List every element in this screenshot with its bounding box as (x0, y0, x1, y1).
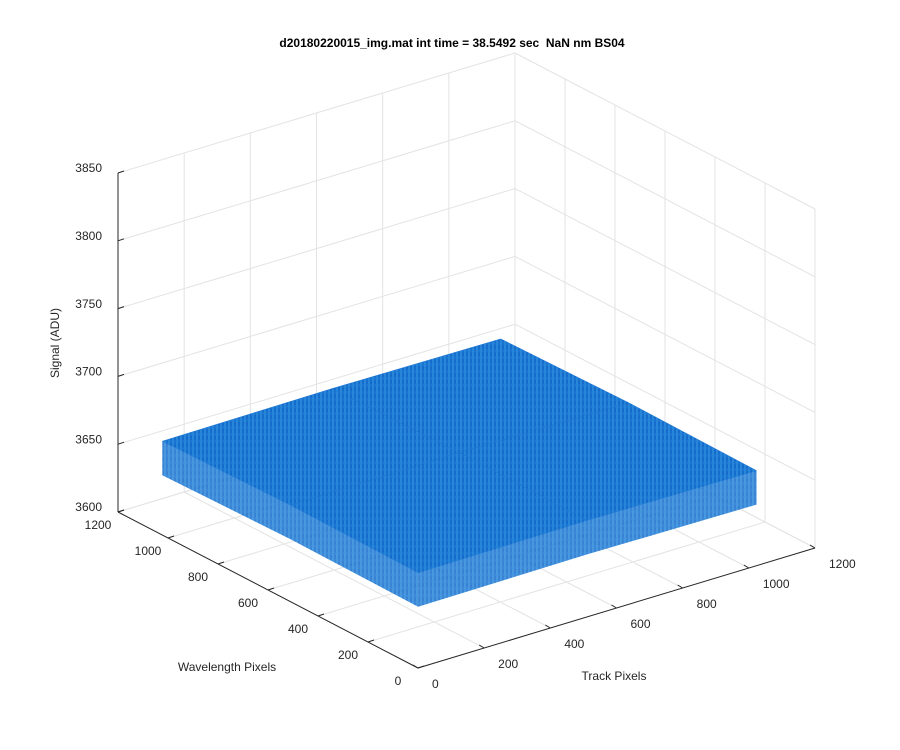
z-tick (117, 306, 125, 310)
y-tick-label: 1000 (135, 544, 162, 558)
y-tick-label: 200 (338, 648, 358, 662)
z-tick-label: 3600 (75, 500, 102, 514)
grid-line (117, 323, 516, 445)
x-tick-label: 200 (498, 657, 518, 671)
x-tick-label: 1200 (829, 557, 856, 571)
y-tick (217, 561, 225, 565)
z-tick-label: 3800 (75, 229, 102, 243)
x-tick-label: 400 (564, 637, 584, 651)
y-tick (367, 639, 375, 643)
grid-line (117, 52, 516, 174)
x-tick (545, 624, 551, 629)
z-tick (117, 238, 125, 242)
z-tick (117, 170, 125, 174)
grid-line (367, 521, 766, 643)
y-tick (317, 613, 325, 617)
x-tick (677, 584, 683, 589)
y-tick-label: 400 (288, 622, 308, 636)
y-tick-label: 1200 (85, 518, 112, 532)
y-tick-label: 800 (188, 570, 208, 584)
z-tick (117, 373, 125, 377)
y-tick (417, 665, 425, 669)
chart-title: d20180220015_img.mat int time = 38.5492 … (279, 36, 625, 50)
z-tick-label: 3650 (75, 432, 102, 446)
surface-edge (162, 441, 419, 607)
x-tick (412, 664, 419, 669)
y-tick (167, 535, 175, 539)
z-tick (117, 441, 125, 445)
y-tick-label: 0 (395, 674, 402, 688)
z-tick-label: 3750 (75, 297, 102, 311)
grid-line (117, 255, 516, 377)
grid-line (117, 120, 516, 242)
grid-line (514, 120, 816, 278)
z-tick-label: 3850 (75, 161, 102, 175)
grid-line (514, 52, 816, 210)
x-tick (478, 644, 485, 649)
grid-line (514, 323, 816, 481)
grid-line (117, 188, 516, 310)
y-tick (117, 509, 125, 513)
z-axis-label: Signal (ADU) (48, 308, 62, 378)
axis-layer: 3600 3650 3700 3750 3800 3850 0 200 400 600 800 100… (75, 161, 856, 691)
surface-layer (161, 338, 758, 607)
y-tick-label: 600 (238, 596, 258, 610)
z-tick-label: 3700 (75, 365, 102, 379)
x-tick-label: 0 (432, 677, 439, 691)
grid-line (514, 255, 816, 413)
y-axis-label: Wavelength Pixels (178, 660, 276, 674)
x-tick-label: 1000 (763, 577, 790, 591)
surface-edge (418, 470, 757, 607)
x-tick-label: 600 (631, 617, 651, 631)
y-tick (267, 587, 275, 591)
grid-line (514, 188, 816, 346)
x-tick (743, 564, 750, 569)
x-tick (611, 604, 617, 609)
x-axis-label: Track Pixels (582, 669, 647, 683)
x-tick-label: 800 (697, 597, 717, 611)
x-tick (809, 544, 816, 549)
